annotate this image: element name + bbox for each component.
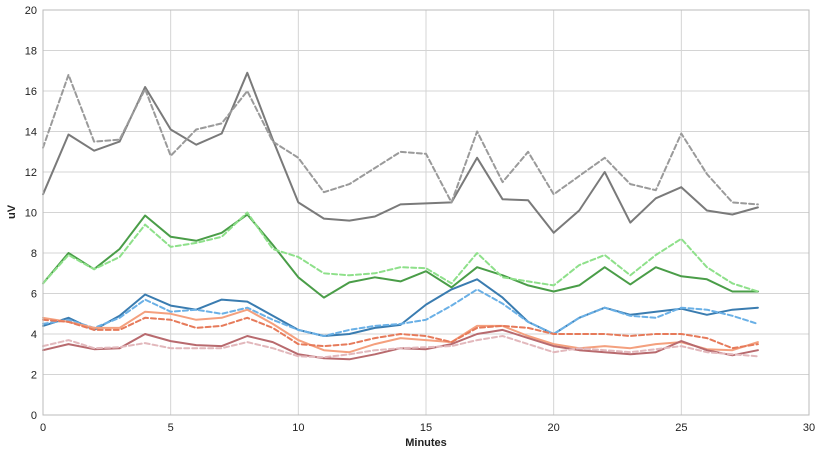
x-axis-title: Minutes: [405, 437, 447, 449]
y-tick-label: 2: [31, 370, 37, 382]
y-axis-title: uV: [6, 204, 18, 219]
series-line-6: [42, 288, 759, 337]
series-line-8: [42, 316, 759, 350]
series-group: [42, 71, 759, 361]
series-line-3: [42, 213, 759, 299]
y-tick-label: 4: [31, 329, 37, 341]
x-axis: 0 5 10 15 20 25 30: [40, 422, 815, 434]
y-axis: 0 2 4 6 8 10 12 14 16 18 20: [25, 5, 37, 422]
x-tick-label: 0: [40, 422, 46, 434]
y-tick-label: 20: [25, 5, 37, 17]
y-tick-label: 12: [25, 167, 37, 179]
series-line-1: [42, 71, 759, 234]
x-tick-label: 20: [548, 422, 560, 434]
y-tick-label: 14: [25, 127, 37, 139]
series-line-4: [42, 211, 759, 293]
y-tick-label: 18: [25, 46, 37, 58]
series-line-10: [42, 335, 759, 359]
y-tick-label: 16: [25, 86, 37, 98]
x-tick-label: 30: [803, 422, 815, 434]
plot-frame: [42, 9, 810, 416]
x-tick-label: 5: [168, 422, 174, 434]
y-tick-label: 0: [31, 410, 37, 422]
series-line-7: [42, 308, 759, 354]
y-tick-label: 6: [31, 289, 37, 301]
series-line-2: [42, 73, 759, 206]
x-tick-label: 10: [292, 422, 304, 434]
y-tick-label: 10: [25, 208, 37, 220]
y-tick-label: 8: [31, 248, 37, 260]
x-tick-label: 25: [675, 422, 687, 434]
x-tick-label: 15: [420, 422, 432, 434]
